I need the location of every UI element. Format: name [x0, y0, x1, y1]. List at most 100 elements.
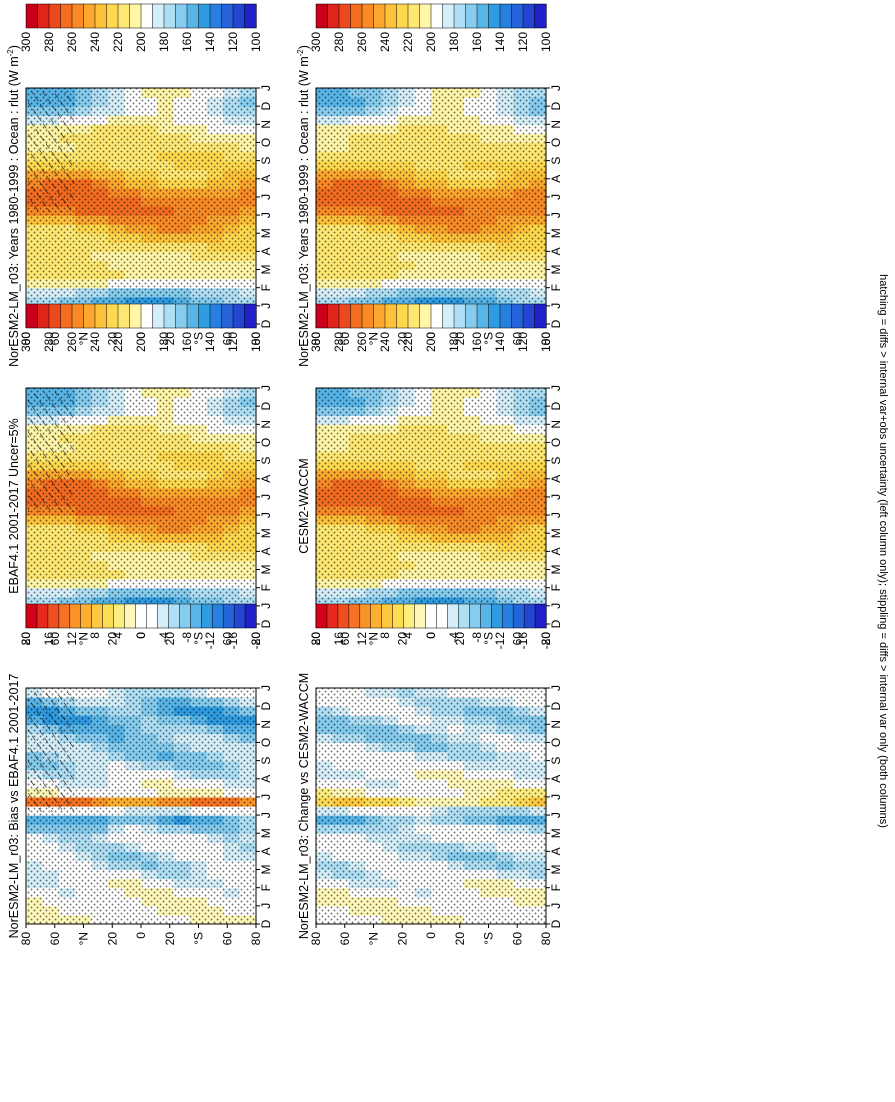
x-tick-label: D — [259, 319, 273, 328]
colorbar-tick-label: -16 — [226, 632, 240, 650]
colorbar-swatch — [350, 303, 363, 329]
colorbar-swatch — [140, 303, 154, 329]
colorbar-tick-label: 260 — [355, 32, 369, 52]
x-tick-label: A — [259, 475, 273, 483]
colorbar-tick-label: -8 — [470, 632, 484, 643]
colorbar-tick-label: 160 — [470, 332, 484, 352]
y-tick-label: 80 — [309, 332, 323, 346]
colorbar-swatch — [91, 603, 104, 629]
x-tick-label: J — [259, 303, 273, 309]
colorbar-swatch — [71, 3, 85, 29]
colorbar: 300 280 260 240 220 200 180 160 140 120 100 — [309, 3, 553, 52]
colorbar-swatch — [419, 3, 432, 29]
colorbar-tick-label: 280 — [332, 32, 346, 52]
y-tick-label: °S — [192, 332, 206, 345]
y-tick-label: 80 — [249, 932, 263, 946]
colorbar-swatch — [83, 3, 96, 29]
colorbar-tick-label: 220 — [401, 32, 415, 52]
colorbar-swatch — [442, 303, 455, 329]
y-tick-label: °N — [367, 332, 381, 345]
stippling-overlay — [316, 688, 546, 924]
colorbar-swatch — [186, 3, 200, 29]
colorbar-swatch — [315, 603, 328, 629]
x-tick-label: J — [259, 685, 273, 691]
colorbar-swatch — [60, 3, 73, 29]
colorbar-swatch — [157, 603, 170, 629]
y-tick-label: 0 — [134, 332, 148, 339]
x-tick-label: J — [259, 512, 273, 518]
title-superscript: -2 — [296, 49, 305, 57]
y-tick-label: 20 — [395, 332, 409, 346]
colorbar-tick-label: 16 — [332, 632, 346, 646]
colorbar-swatch — [501, 603, 514, 629]
colorbar: 20 16 12 8 4 0 -4 -8 -12 -16 -20 — [19, 603, 263, 650]
hatching-overlay — [28, 392, 74, 512]
colorbar-swatch — [534, 303, 547, 329]
panel-title: CESM2-WACCM — [297, 458, 311, 553]
y-tick-label: °N — [77, 632, 91, 645]
colorbar-swatch — [327, 303, 340, 329]
x-tick-label: J — [259, 385, 273, 391]
colorbar: 300 280 260 240 220 200 180 160 140 120 100 — [19, 303, 263, 352]
colorbar-swatch — [359, 603, 372, 629]
y-tick-label: 60 — [338, 932, 352, 946]
colorbar-swatch — [370, 603, 383, 629]
x-tick-label: J — [549, 385, 563, 391]
x-tick-label: M — [549, 228, 563, 238]
colorbar-tick-label: 20 — [19, 632, 33, 646]
colorbar-swatch — [453, 303, 467, 329]
y-tick-label: 60 — [338, 632, 352, 646]
colorbar-swatch — [209, 303, 223, 329]
colorbar-swatch — [315, 3, 329, 29]
colorbar-tick-label: 280 — [332, 332, 346, 352]
x-tick-label: M — [549, 565, 563, 575]
colorbar-tick-label: 140 — [493, 32, 507, 52]
colorbar-tick-label: 300 — [19, 332, 33, 352]
x-tick-label: F — [259, 284, 273, 291]
colorbar-tick-label: 160 — [470, 32, 484, 52]
colorbar-swatch — [117, 303, 131, 329]
y-tick-label: 60 — [220, 632, 234, 646]
colorbar-swatch — [186, 303, 200, 329]
colorbar-swatch — [326, 603, 339, 629]
colorbar-tick-label: 180 — [157, 32, 171, 52]
x-tick-label: A — [259, 247, 273, 255]
colorbar-swatch — [102, 603, 115, 629]
colorbar-swatch — [124, 603, 137, 629]
x-tick-label: O — [259, 438, 273, 447]
x-tick-label: F — [549, 584, 563, 591]
x-tick-label: M — [259, 265, 273, 275]
colorbar-swatch — [200, 603, 213, 629]
colorbar-tick-label: 8 — [378, 632, 392, 639]
x-tick-label: J — [549, 685, 563, 691]
x-tick-label: J — [259, 903, 273, 909]
x-tick-label: F — [259, 884, 273, 891]
colorbar: 300 280 260 240 220 200 180 160 140 120 100 — [309, 303, 553, 352]
title-end: ) — [297, 45, 311, 49]
x-tick-label: A — [549, 775, 563, 783]
colorbar-swatch — [244, 303, 257, 329]
colorbar-swatch — [198, 303, 211, 329]
y-tick-label: 20 — [453, 632, 467, 646]
colorbar-tick-label: -20 — [249, 632, 263, 650]
x-tick-label: D — [549, 619, 563, 628]
y-tick-label: 80 — [249, 632, 263, 646]
x-tick-label: J — [259, 812, 273, 818]
y-tick-label: 60 — [48, 932, 62, 946]
colorbar-swatch — [198, 3, 211, 29]
x-tick-label: J — [549, 212, 563, 218]
panel-title: NorESM2-LM_r03: Bias vs EBAF4.1 2001-201… — [7, 674, 21, 939]
colorbar-swatch — [522, 3, 536, 29]
colorbar-swatch — [430, 3, 444, 29]
x-tick-label: F — [549, 284, 563, 291]
colorbar-swatch — [522, 303, 536, 329]
colorbar-tick-label: 240 — [378, 332, 392, 352]
colorbar-swatch — [453, 3, 467, 29]
colorbar-tick-label: 300 — [309, 32, 323, 52]
colorbar-swatch — [488, 3, 501, 29]
colorbar-swatch — [396, 303, 409, 329]
x-tick-label: D — [259, 102, 273, 111]
